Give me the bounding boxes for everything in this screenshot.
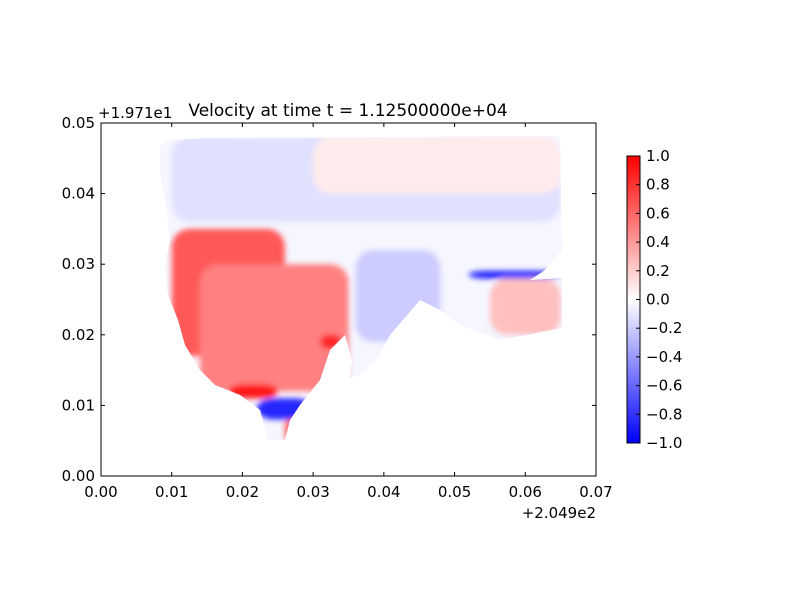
y-tick-label: 0.01 [62, 396, 95, 414]
y-axis: 0.00 0.01 0.02 0.03 0.04 0.05 [62, 114, 596, 485]
field-cells [171, 137, 561, 440]
field-region [489, 278, 561, 335]
colorbar-tick-label: −0.6 [646, 377, 682, 395]
colorbar: −1.0 −0.8 −0.6 −0.4 −0.2 0.0 0.2 0.4 0.6 0.8 1.0 [626, 147, 682, 452]
y-tick-label: 0.04 [62, 185, 95, 203]
colorbar-tick-label: 0.6 [646, 204, 670, 222]
colorbar-tick-label: −0.8 [646, 405, 682, 423]
chart-title: Velocity at time t = 1.12500000e+04 [188, 101, 507, 121]
x-tick-label: 0.01 [155, 483, 188, 501]
colorbar-tick-label: −0.2 [646, 319, 682, 337]
x-tick-label: 0.02 [226, 483, 259, 501]
x-tick-label: 0.07 [579, 483, 612, 501]
colorbar-tick-label: 1.0 [646, 147, 670, 165]
y-tick-label: 0.05 [62, 114, 95, 132]
y-offset-label: +1.971e1 [98, 104, 172, 122]
plot-area: 0.00 0.01 0.02 0.03 0.04 0.05 0.06 0.07 0.000.0… [62, 114, 613, 501]
y-tick-label: 0.03 [62, 255, 95, 273]
field-region [228, 384, 278, 399]
colorbar-ticks: −1.0 −0.8 −0.6 −0.4 −0.2 0.0 0.2 0.4 0.6 0.8 1.0 [636, 147, 682, 452]
y-tick-label: 0.02 [62, 326, 95, 344]
velocity-field [160, 136, 562, 440]
x-tick-label: 0.05 [438, 483, 471, 501]
colorbar-tick-label: −1.0 [646, 434, 682, 452]
colorbar-tick-label: 0.4 [646, 233, 670, 251]
x-tick-label: 0.03 [296, 483, 329, 501]
colorbar-tick-label: 0.8 [646, 176, 670, 194]
x-offset-label: +2.049e2 [522, 504, 596, 522]
colorbar-tick-label: 0.2 [646, 262, 670, 280]
field-region [200, 264, 349, 392]
colorbar-tick-label: 0.0 [646, 291, 670, 309]
plot-frame [100, 122, 597, 477]
y-tick-label: 0.00 [62, 467, 95, 485]
field-region [313, 137, 561, 194]
x-tick-label: 0.00 [84, 483, 117, 501]
colorbar-tick-label: −0.4 [646, 348, 682, 366]
x-tick-label: 0.04 [367, 483, 400, 501]
x-axis: 0.00 0.01 0.02 0.03 0.04 0.05 0.06 0.07 [84, 123, 613, 501]
x-tick-label: 0.06 [509, 483, 542, 501]
